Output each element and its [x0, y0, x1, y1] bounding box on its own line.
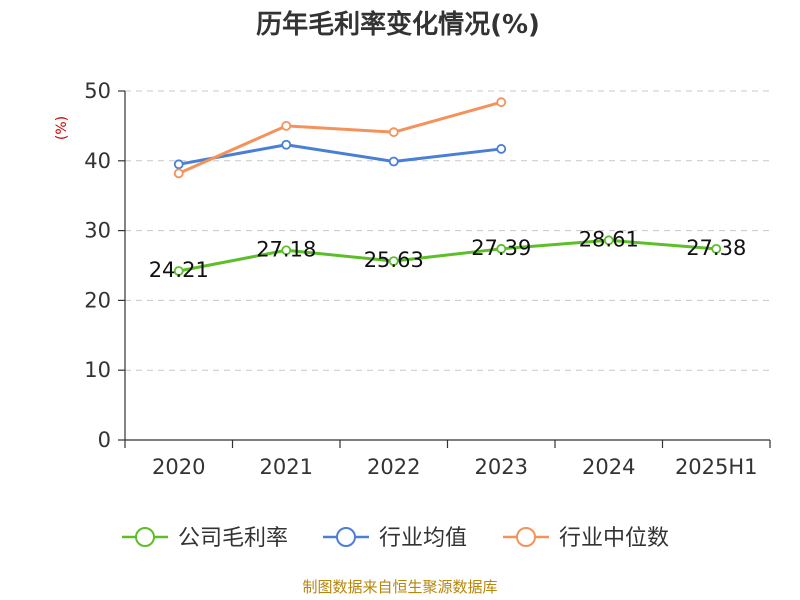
y-axis-unit: (%) — [54, 116, 70, 140]
data-label-s0-2: 25.63 — [364, 248, 424, 272]
grid-lines — [125, 90, 770, 371]
data-point-s0-1 — [281, 245, 292, 256]
y-tick-label-20: 20 — [84, 288, 111, 312]
legend-label-1: 行业均值 — [379, 526, 467, 551]
data-label-s0-0: 24.21 — [149, 258, 209, 282]
data-point-s2-0 — [173, 168, 184, 179]
series-layer — [173, 97, 722, 276]
data-label-s0-1: 27.18 — [256, 237, 316, 261]
y-tick-label-0: 0 — [98, 428, 111, 452]
data-point-s0-3 — [496, 243, 507, 254]
y-tick-label-10: 10 — [84, 358, 111, 382]
data-point-s0-0 — [173, 266, 184, 276]
data-point-s2-1 — [281, 121, 292, 131]
series-line-1 — [178, 143, 502, 166]
data-point-s2-2 — [388, 127, 399, 138]
x-tick-label-2022: 2022 — [367, 455, 420, 479]
data-point-s1-0 — [173, 159, 184, 170]
data-label-s0-3: 27.39 — [471, 236, 531, 260]
legend-marker-2 — [516, 527, 536, 547]
series-line-2 — [178, 100, 502, 175]
data-point-s0-4 — [603, 235, 614, 246]
data-label-s0-5: 27.38 — [686, 236, 746, 260]
series-line-0 — [178, 238, 717, 273]
x-tick-label-2023: 2023 — [475, 455, 528, 479]
data-point-s1-2 — [388, 156, 399, 167]
x-tick-label-2025H1: 2025H1 — [675, 455, 758, 479]
data-point-s1-1 — [281, 139, 292, 150]
data-label-s0-4: 28.61 — [579, 227, 639, 251]
data-point-s0-2 — [388, 256, 399, 267]
legend-marker-0 — [135, 527, 155, 547]
x-tick-label-2020: 2020 — [152, 455, 205, 479]
data-point-s0-5 — [711, 243, 722, 254]
chart-title: 历年毛利率变化情况(%) — [256, 9, 540, 40]
axes: 0 10 20 30 40 50 2020 2021 2022 2023 2024 2025H1 — [84, 79, 771, 479]
y-tick-label-50: 50 — [84, 79, 111, 103]
data-labels: 24.21 27.18 25.63 27.39 28.61 27.38 — [149, 227, 747, 282]
y-tick-label-40: 40 — [84, 149, 111, 173]
legend-label-2: 行业中位数 — [559, 526, 669, 551]
legend: 公司毛利率 行业均值 行业中位数 — [122, 526, 669, 551]
y-tick-label-30: 30 — [84, 219, 111, 243]
x-tick-label-2021: 2021 — [260, 455, 313, 479]
legend-label-0: 公司毛利率 — [178, 526, 288, 551]
legend-marker-1 — [336, 527, 356, 547]
x-tick-label-2024: 2024 — [582, 455, 635, 479]
source-note: 制图数据来自恒生聚源数据库 — [302, 578, 497, 596]
data-point-s2-3 — [496, 97, 507, 108]
data-point-s1-3 — [496, 144, 507, 154]
